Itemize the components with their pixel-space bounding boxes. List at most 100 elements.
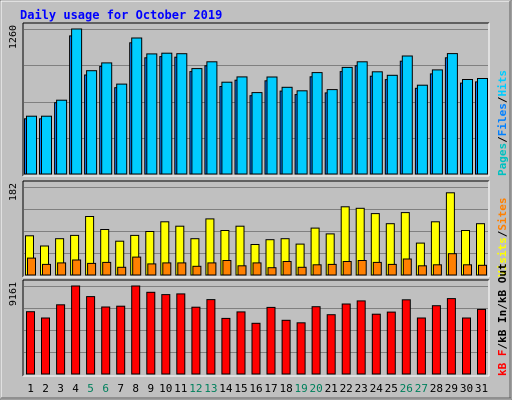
bar-kbytes-day-4 (71, 285, 81, 375)
bar-sites-day-11 (177, 262, 187, 276)
bar-sites-day-27 (417, 265, 427, 276)
bar-hits-day-7 (116, 83, 128, 175)
bar-sites-day-20 (312, 264, 322, 276)
bar-kbytes-day-15 (236, 311, 246, 375)
bar-sites-day-17 (267, 267, 277, 276)
bar-hits-day-18 (281, 86, 293, 175)
day-label-8: 8 (132, 382, 139, 395)
bar-kbytes-day-31 (477, 308, 486, 375)
bar-hits-day-17 (266, 76, 278, 175)
bar-kbytes-day-24 (371, 313, 381, 375)
day-label-11: 11 (174, 382, 187, 395)
bar-sites-day-24 (372, 261, 382, 276)
day-label-17: 17 (264, 382, 277, 395)
bar-kbytes-day-23 (356, 300, 366, 375)
bar-hits-day-23 (356, 61, 368, 175)
bar-sites-day-1 (27, 257, 36, 276)
bar-hits-day-25 (386, 74, 398, 175)
bar-sites-day-30 (463, 264, 472, 276)
legend-hits: Hits (496, 70, 509, 97)
bar-hits-day-27 (416, 84, 428, 175)
day-label-23: 23 (355, 382, 368, 395)
day-label-2: 2 (42, 382, 49, 395)
day-label-19: 19 (294, 382, 307, 395)
bar-hits-day-6 (101, 62, 113, 175)
bar-kbytes-day-5 (86, 296, 96, 375)
bar-sites-day-14 (222, 260, 232, 276)
legend-kb-in: kB In (496, 310, 509, 343)
bar-hits-day-14 (221, 81, 233, 175)
legend-separator: / (496, 343, 509, 350)
bar-sites-day-3 (57, 262, 67, 276)
bar-hits-day-13 (206, 61, 218, 175)
day-labels: 1 2 3 4 5 6 7 8 9 10 11 12 13 14 15 16 17 18 19 20 21 22 23 24 2… (27, 382, 488, 395)
bar-hits-day-21 (326, 89, 338, 175)
bar-kbytes-day-28 (431, 305, 441, 375)
day-label-16: 16 (249, 382, 262, 395)
bar-hits-day-30 (462, 79, 473, 175)
bar-sites-day-7 (117, 266, 127, 276)
day-label-7: 7 (117, 382, 124, 395)
legend-sites: Sites (496, 198, 509, 231)
bar-sites-day-23 (357, 260, 367, 276)
bar-kbytes-day-30 (462, 317, 471, 375)
bar-kbytes-day-13 (206, 299, 216, 375)
bar-hits-day-15 (236, 76, 248, 175)
day-label-31: 31 (475, 382, 488, 395)
bar-kbytes-day-11 (176, 293, 186, 375)
day-label-4: 4 (72, 382, 79, 395)
chart-title: Daily usage for October 2019 (20, 8, 222, 22)
bar-hits-day-28 (431, 69, 443, 175)
bar-kbytes-day-6 (101, 306, 111, 375)
panel-visits-legend: Visits/Sites (496, 198, 509, 278)
legend-visits: Visits (496, 237, 509, 277)
bar-sites-day-29 (447, 253, 457, 276)
legend-separator: / (496, 230, 509, 237)
day-label-9: 9 (147, 382, 154, 395)
bar-hits-day-4 (71, 28, 83, 175)
panel-kbytes-max-label: 9161 (8, 282, 19, 306)
bar-sites-day-15 (237, 265, 247, 276)
day-label-28: 28 (430, 382, 443, 395)
bar-hits-day-31 (477, 78, 488, 175)
bar-kbytes-day-26 (401, 299, 411, 375)
legend-pages: Pages (496, 143, 509, 176)
bar-hits-day-10 (161, 52, 173, 175)
day-label-20: 20 (309, 382, 322, 395)
bar-hits-day-20 (311, 72, 323, 175)
bar-sites-day-13 (207, 262, 217, 276)
bar-hits-day-8 (131, 37, 143, 175)
bar-sites-day-28 (432, 264, 442, 276)
bar-sites-day-4 (72, 259, 82, 276)
legend-files: Files (496, 103, 509, 136)
day-label-13: 13 (204, 382, 217, 395)
panel-hits-max-label: 1260 (8, 25, 19, 49)
bar-kbytes-day-14 (221, 317, 231, 375)
bar-sites-day-16 (252, 262, 262, 276)
bar-hits-day-2 (41, 115, 52, 175)
bar-sites-day-21 (327, 263, 337, 276)
day-label-29: 29 (445, 382, 458, 395)
day-label-30: 30 (460, 382, 473, 395)
chart-panels: 1260Pages/Files/Hits182Visits/Sites9161k… (8, 22, 509, 377)
bar-hits-day-24 (371, 71, 383, 175)
day-label-24: 24 (370, 382, 384, 395)
bar-sites-day-2 (42, 263, 51, 276)
legend-separator: / (496, 96, 509, 103)
bar-sites-day-5 (87, 262, 97, 276)
bar-kbytes-day-22 (341, 303, 351, 375)
day-label-1: 1 (27, 382, 34, 395)
bar-hits-day-29 (446, 53, 458, 175)
day-label-26: 26 (400, 382, 413, 395)
bar-hits-day-12 (191, 68, 203, 175)
bar-sites-day-18 (282, 261, 292, 276)
legend-kb-f: kB F (496, 350, 509, 377)
bar-sites-day-25 (387, 263, 397, 276)
day-label-10: 10 (159, 382, 172, 395)
day-label-12: 12 (189, 382, 202, 395)
bar-sites-day-9 (147, 263, 157, 276)
bar-sites-day-8 (132, 256, 142, 276)
bar-kbytes-day-10 (161, 294, 171, 375)
